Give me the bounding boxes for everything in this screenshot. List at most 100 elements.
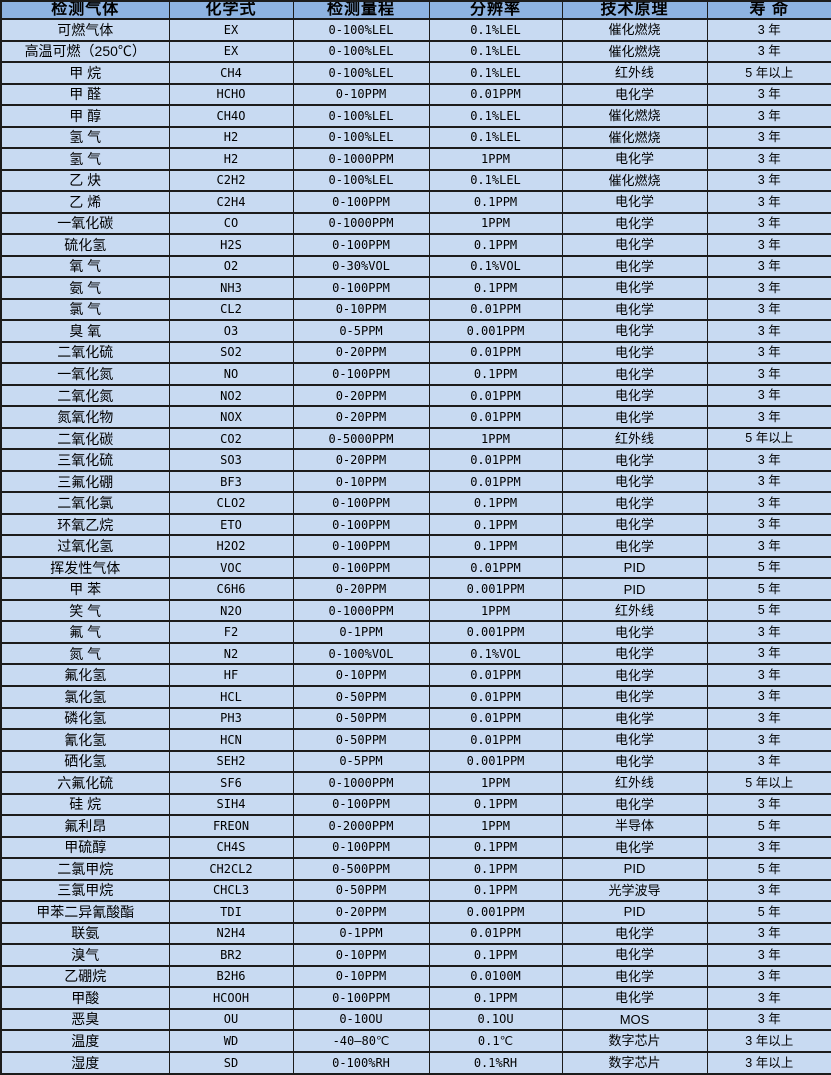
- principle-cell: 电化学: [561, 297, 708, 322]
- range-cell: 0-30%VOL: [292, 254, 430, 279]
- table-row: 氮 气 N2 0-100%VOL 0.1%VOL 电化学 3 年: [0, 641, 831, 666]
- table-header: 检测气体 化学式 检测量程 分辨率 技术原理 寿 命: [0, 0, 831, 20]
- resolution-cell: 0.01PPM: [428, 340, 563, 365]
- lifespan-cell: 5 年以上: [706, 771, 831, 795]
- resolution-cell: 0.01PPM: [428, 706, 563, 730]
- table-row: 六氟化硫 SF6 0-1000PPM 1PPM 红外线 5 年以上: [0, 771, 831, 795]
- lifespan-cell: 3 年: [706, 82, 831, 107]
- lifespan-cell: 3 年: [706, 233, 831, 257]
- principle-cell: 电化学: [561, 211, 708, 236]
- resolution-cell: 0.01PPM: [428, 82, 563, 107]
- lifespan-cell: 5 年: [706, 814, 831, 838]
- table-row: 温度 WD -40—80℃ 0.1℃ 数字芯片 3 年以上: [0, 1029, 831, 1053]
- gas-name-cell: 湿度: [0, 1050, 170, 1075]
- table-row: 过氧化氢 H2O2 0-100PPM 0.1PPM 电化学 3 年: [0, 534, 831, 558]
- resolution-cell: 0.1PPM: [428, 857, 563, 881]
- resolution-cell: 0.1%LEL: [428, 61, 563, 85]
- range-cell: 0-100PPM: [292, 233, 430, 257]
- gas-name-cell: 三氯甲烷: [0, 878, 170, 903]
- table-row: 可燃气体 EX 0-100%LEL 0.1%LEL 催化燃烧 3 年: [0, 18, 831, 42]
- principle-cell: 电化学: [561, 749, 708, 774]
- range-cell: 0-100PPM: [292, 986, 430, 1010]
- lifespan-cell: 3 年: [706, 878, 831, 903]
- gas-name-cell: 一氧化氮: [0, 362, 170, 386]
- table-row: 氢 气 H2 0-1000PPM 1PPM 电化学 3 年: [0, 147, 831, 171]
- gas-name-cell: 二氧化碳: [0, 426, 170, 451]
- table-row: 臭 氧 O3 0-5PPM 0.001PPM 电化学 3 年: [0, 319, 831, 343]
- table-row: 联氨 N2H4 0-1PPM 0.01PPM 电化学 3 年: [0, 921, 831, 946]
- lifespan-cell: 3 年: [706, 620, 831, 644]
- lifespan-cell: 3 年: [706, 254, 831, 279]
- principle-cell: 红外线: [561, 598, 708, 623]
- principle-cell: MOS: [561, 1007, 708, 1032]
- lifespan-cell: 5 年: [706, 577, 831, 601]
- lifespan-cell: 3 年: [706, 319, 831, 343]
- range-cell: 0-10PPM: [292, 469, 430, 494]
- principle-cell: 电化学: [561, 469, 708, 494]
- formula-cell: CO: [168, 211, 294, 236]
- resolution-cell: 0.1%LEL: [428, 39, 563, 64]
- resolution-cell: 0.01PPM: [428, 685, 563, 709]
- table-row: 氟 气 F2 0-1PPM 0.001PPM 电化学 3 年: [0, 620, 831, 644]
- resolution-cell: 0.001PPM: [428, 749, 563, 774]
- lifespan-cell: 3 年: [706, 986, 831, 1010]
- gas-name-cell: 氢 气: [0, 147, 170, 171]
- table-row: 氨 气 NH3 0-100PPM 0.1PPM 电化学 3 年: [0, 276, 831, 300]
- range-cell: 0-100%LEL: [292, 39, 430, 64]
- resolution-cell: 0.0100M: [428, 964, 563, 989]
- resolution-cell: 0.001PPM: [428, 319, 563, 343]
- table-row: 二氯甲烷 CH2CL2 0-500PPM 0.1PPM PID 5 年: [0, 857, 831, 881]
- formula-cell: HCL: [168, 685, 294, 709]
- gas-name-cell: 恶臭: [0, 1007, 170, 1032]
- lifespan-cell: 3 年: [706, 211, 831, 236]
- formula-cell: CH4S: [168, 835, 294, 860]
- gas-name-cell: 一氧化碳: [0, 211, 170, 236]
- lifespan-cell: 3 年: [706, 383, 831, 408]
- table-row: 笑 气 N2O 0-1000PPM 1PPM 红外线 5 年: [0, 598, 831, 623]
- principle-cell: 电化学: [561, 943, 708, 967]
- resolution-cell: 0.01PPM: [428, 448, 563, 472]
- table-row: 三氯甲烷 CHCL3 0-50PPM 0.1PPM 光学波导 3 年: [0, 878, 831, 903]
- principle-cell: 电化学: [561, 276, 708, 300]
- range-cell: 0-10OU: [292, 1007, 430, 1032]
- table-row: 甲 醇 CH4O 0-100%LEL 0.1%LEL 催化燃烧 3 年: [0, 104, 831, 128]
- principle-cell: 红外线: [561, 61, 708, 85]
- formula-cell: H2: [168, 125, 294, 150]
- resolution-cell: 1PPM: [428, 771, 563, 795]
- resolution-cell: 0.1%VOL: [428, 254, 563, 279]
- principle-cell: 电化学: [561, 835, 708, 860]
- formula-cell: CH4O: [168, 104, 294, 128]
- principle-cell: 电化学: [561, 233, 708, 257]
- gas-name-cell: 挥发性气体: [0, 555, 170, 580]
- principle-cell: 电化学: [561, 147, 708, 171]
- resolution-cell: 0.1PPM: [428, 986, 563, 1010]
- resolution-cell: 0.1PPM: [428, 233, 563, 257]
- resolution-cell: 0.1℃: [428, 1029, 563, 1053]
- gas-name-cell: 氟化氢: [0, 663, 170, 687]
- gas-name-cell: 过氧化氢: [0, 534, 170, 558]
- formula-cell: WD: [168, 1029, 294, 1053]
- table-row: 二氧化氯 CLO2 0-100PPM 0.1PPM 电化学 3 年: [0, 491, 831, 515]
- formula-cell: SIH4: [168, 792, 294, 817]
- range-cell: 0-100PPM: [292, 835, 430, 860]
- formula-cell: CLO2: [168, 491, 294, 515]
- gas-name-cell: 笑 气: [0, 598, 170, 623]
- principle-cell: 电化学: [561, 706, 708, 730]
- table-row: 环氧乙烷 ETO 0-100PPM 0.1PPM 电化学 3 年: [0, 512, 831, 537]
- principle-cell: 催化燃烧: [561, 39, 708, 64]
- table-row: 一氧化氮 NO 0-100PPM 0.1PPM 电化学 3 年: [0, 362, 831, 386]
- table-row: 氧 气 O2 0-30%VOL 0.1%VOL 电化学 3 年: [0, 254, 831, 279]
- resolution-cell: 0.01PPM: [428, 469, 563, 494]
- table-row: 氯化氢 HCL 0-50PPM 0.01PPM 电化学 3 年: [0, 685, 831, 709]
- range-cell: -40—80℃: [292, 1029, 430, 1053]
- table-row: 甲 烷 CH4 0-100%LEL 0.1%LEL 红外线 5 年以上: [0, 61, 831, 85]
- formula-cell: CHCL3: [168, 878, 294, 903]
- range-cell: 0-2000PPM: [292, 814, 430, 838]
- gas-name-cell: 二氧化硫: [0, 340, 170, 365]
- gas-name-cell: 氢 气: [0, 125, 170, 150]
- range-cell: 0-10PPM: [292, 82, 430, 107]
- resolution-cell: 0.1PPM: [428, 512, 563, 537]
- formula-cell: NO: [168, 362, 294, 386]
- table-row: 二氧化氮 NO2 0-20PPM 0.01PPM 电化学 3 年: [0, 383, 831, 408]
